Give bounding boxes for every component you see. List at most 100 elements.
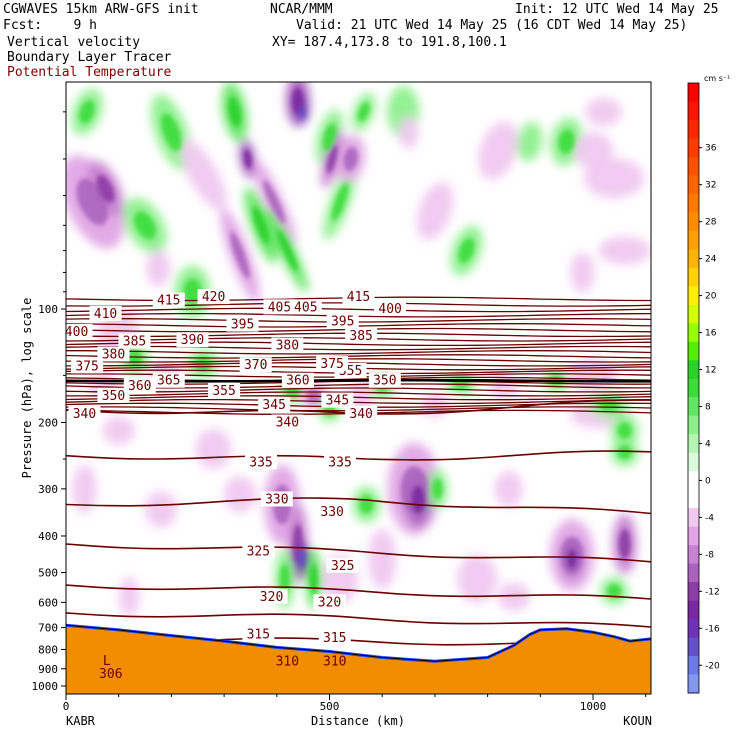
- velocity-core: [411, 485, 426, 514]
- colorbar-segment: [688, 545, 699, 565]
- contour-label-bg: [326, 313, 359, 329]
- contour-label-bg: [321, 392, 354, 408]
- contour-label-bg: [260, 491, 293, 507]
- theta-contour-label: 340: [276, 415, 299, 430]
- contour-label-bg: [316, 356, 349, 372]
- velocity-cell: [497, 582, 530, 611]
- velocity-core: [161, 113, 182, 152]
- velocity-core: [243, 149, 253, 169]
- low-center-label: L: [103, 654, 111, 669]
- field-vertical-velocity: Vertical velocity: [7, 35, 141, 50]
- velocity-core: [618, 528, 631, 559]
- theta-contour-line: [66, 341, 651, 347]
- terrain: [66, 623, 651, 694]
- theta-contour-line: [66, 345, 651, 351]
- y-tick-label: 900: [38, 663, 58, 676]
- velocity-core: [359, 495, 374, 514]
- theta-contour-line: [66, 450, 651, 461]
- colorbar-segment: [688, 323, 699, 343]
- contour-label-bg: [326, 557, 359, 573]
- colorbar: 36 32 28 24 20 16 12 8 4 0 -4 -8 -12 -16 -20: [687, 82, 720, 694]
- velocity-core: [458, 238, 475, 264]
- theta-contour-line: [66, 354, 651, 359]
- colorbar-label: 4: [705, 439, 711, 449]
- y-axis-title: Pressure (hPa), log scale: [20, 298, 34, 479]
- velocity-core: [598, 399, 619, 412]
- plot-area: 306 310 310 315 315 320 320 325 325 330 330 335 335 3…: [65, 82, 651, 694]
- colorbar-segment: [688, 489, 699, 509]
- velocity-core: [285, 384, 300, 397]
- x-tick-label: 0: [63, 700, 70, 713]
- theta-contour-line: [66, 497, 651, 515]
- contour-label-bg: [97, 346, 130, 362]
- velocity-cell: [584, 158, 645, 199]
- theta-contour-label: 340: [73, 407, 96, 422]
- contour-label-bg: [342, 289, 375, 305]
- contour-label-bg: [152, 292, 185, 308]
- velocity-cell: [570, 252, 595, 293]
- theta-contour-label: 395: [331, 315, 354, 330]
- y-tick-label: 100: [38, 303, 58, 316]
- velocity-core: [357, 102, 370, 122]
- theta-contour-label: 320: [260, 590, 283, 605]
- y-tick-label: 600: [38, 596, 58, 609]
- velocity-core: [558, 129, 575, 154]
- theta-contour-label: 400: [378, 302, 401, 317]
- contour-label-bg: [118, 333, 151, 349]
- y-tick-label: 1000: [32, 680, 59, 693]
- contour-label-bg: [368, 372, 401, 388]
- velocity-cell: [179, 139, 227, 210]
- y-tick-label: 700: [38, 622, 58, 635]
- velocity-cell: [457, 554, 498, 603]
- velocity-cell: [119, 576, 140, 617]
- velocity-cell: [195, 428, 232, 469]
- theta-contour-label: 365: [157, 374, 180, 389]
- theta-contour-label: 400: [65, 325, 88, 340]
- theta-contour-label: 385: [123, 335, 146, 350]
- field-potential-temperature: Potential Temperature: [7, 65, 172, 80]
- contour-label-bg: [271, 337, 304, 353]
- contour-label-bg: [89, 305, 122, 321]
- velocity-core: [127, 350, 142, 367]
- theta-contour-label: 395: [231, 318, 254, 333]
- theta-contour-label: 405: [268, 300, 291, 315]
- theta-contour-label: 415: [157, 294, 180, 309]
- theta-contour-line: [66, 395, 651, 401]
- velocity-core: [96, 174, 115, 203]
- contour-label-bg: [345, 328, 378, 344]
- colorbar-label: -12: [705, 587, 720, 597]
- contour-label-bg: [208, 382, 241, 398]
- surface-line: [66, 624, 651, 662]
- contour-label-bg: [97, 387, 130, 403]
- contour-label-bg: [255, 588, 288, 604]
- colorbar-label: 12: [705, 366, 716, 376]
- velocity-cell: [368, 528, 397, 589]
- contour-label-bg: [242, 626, 275, 642]
- y-tick-label: 500: [38, 567, 58, 580]
- contour-label-bg: [152, 372, 185, 388]
- theta-contour-line: [66, 391, 651, 397]
- contour-label-bg: [313, 594, 346, 610]
- colorbar-label: 32: [705, 181, 716, 191]
- theta-contour-label: 320: [318, 595, 341, 610]
- velocity-core: [297, 549, 306, 568]
- contour-label-bg: [242, 543, 275, 559]
- velocity-core: [617, 422, 632, 439]
- colorbar-label: -16: [705, 624, 720, 634]
- velocity-core: [331, 183, 349, 221]
- colorbar-segment: [688, 230, 699, 250]
- theta-contour-label: 310: [276, 654, 299, 669]
- y-axis: 100 200 300 400 500 600 700 800 900 1000: [32, 111, 66, 693]
- endpoint-right: KOUN: [623, 714, 652, 728]
- velocity-core: [322, 123, 337, 151]
- velocity-core: [607, 584, 622, 599]
- theta-contour-label: 380: [102, 347, 125, 362]
- theta-contour-label: 360: [286, 374, 309, 389]
- contour-label-bg: [374, 300, 407, 316]
- contour-label-bg: [239, 357, 272, 373]
- colorbar-segment: [688, 175, 699, 195]
- theta-contour-label: 325: [247, 545, 270, 560]
- colorbar-segment: [688, 341, 699, 361]
- theta-contour-label: 350: [373, 374, 396, 389]
- terrain-fill: [66, 625, 651, 694]
